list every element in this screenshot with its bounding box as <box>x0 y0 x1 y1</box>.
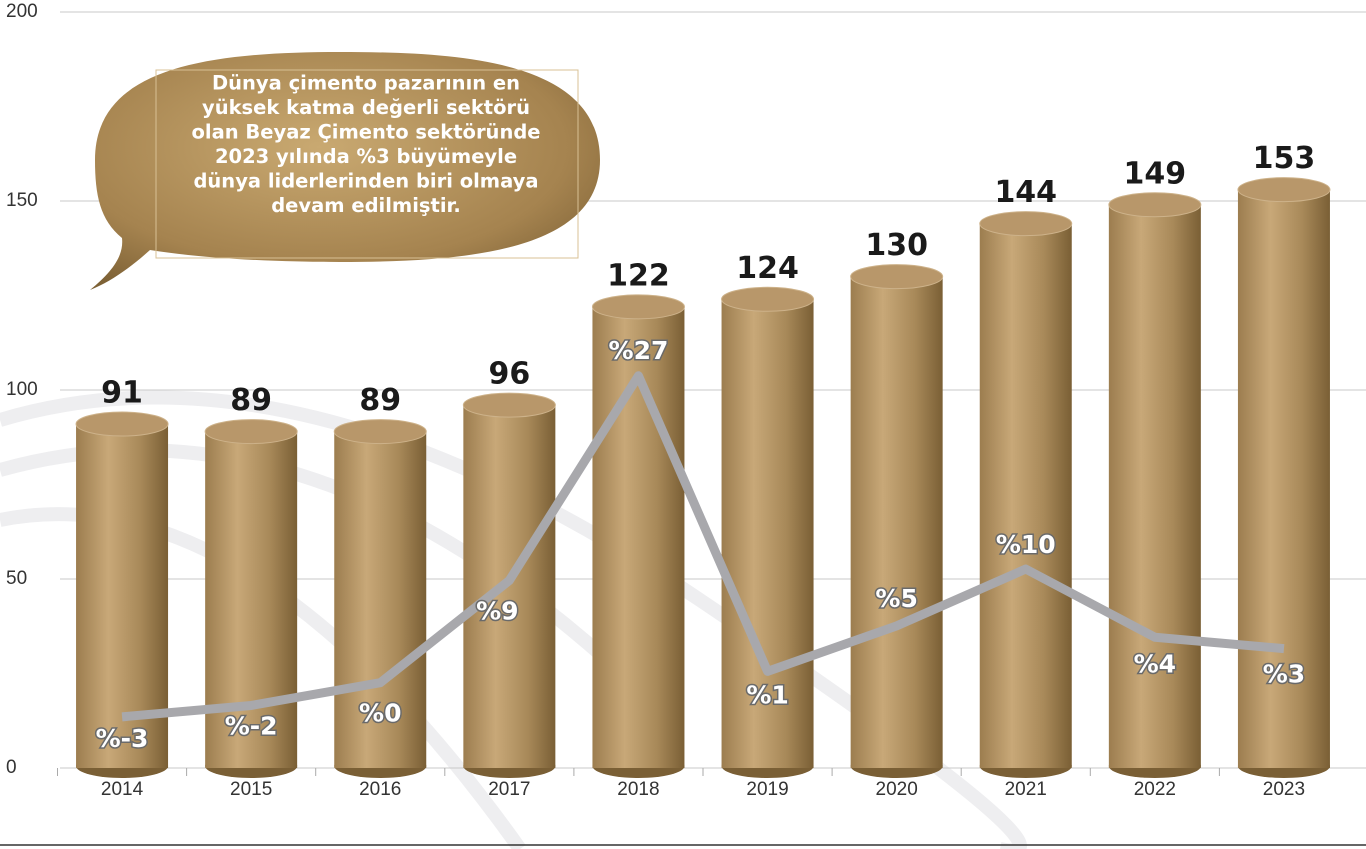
bar-value-label: 96 <box>488 357 530 392</box>
x-tick-label: 2018 <box>617 779 659 800</box>
annotation-line: olan Beyaz Çimento sektöründe <box>191 121 540 144</box>
y-tick-label: 50 <box>6 568 27 589</box>
bar <box>1108 204 1201 768</box>
bar-cap <box>850 264 944 290</box>
growth-label: %1 <box>746 680 788 709</box>
bar <box>334 431 427 768</box>
x-tick-label: 2022 <box>1134 779 1176 800</box>
annotation-line: 2023 yılında %3 büyümeyle <box>215 145 517 168</box>
bar-value-label: 89 <box>230 383 272 418</box>
growth-label: %9 <box>476 596 518 625</box>
growth-label: %3 <box>1263 660 1305 689</box>
x-tick-label: 2019 <box>746 779 788 800</box>
growth-label: %27 <box>609 336 669 365</box>
bar-value-label: 122 <box>607 258 670 293</box>
growth-line <box>121 371 1285 722</box>
x-tick-label: 2021 <box>1005 779 1047 800</box>
bubble-shape <box>90 52 600 290</box>
growth-label: %10 <box>996 530 1056 559</box>
annotation-line: Dünya çimento pazarının en <box>212 72 520 95</box>
bar-cap <box>979 211 1073 237</box>
bar-value-label: 144 <box>994 175 1057 210</box>
y-tick-label: 0 <box>6 757 17 778</box>
bar <box>721 299 814 768</box>
growth-label: %-3 <box>96 724 149 753</box>
annotation-line: yüksek katma değerli sektörü <box>202 96 530 119</box>
bubble-frame <box>155 69 579 259</box>
bar-cap <box>1108 192 1202 218</box>
bar <box>979 223 1072 768</box>
bar <box>850 276 943 768</box>
growth-label: %5 <box>875 584 917 613</box>
x-tick-label: 2023 <box>1263 779 1305 800</box>
bar-cap <box>75 411 169 437</box>
bar-value-label: 91 <box>101 376 143 411</box>
bar-value-label: 149 <box>1124 156 1187 191</box>
bar <box>1237 189 1330 768</box>
x-tick-label: 2020 <box>876 779 918 800</box>
x-tick-label: 2017 <box>488 779 530 800</box>
bar-value-label: 153 <box>1253 141 1316 176</box>
annotation-line: dünya liderlerinden biri olmaya <box>193 170 538 193</box>
bar-cap <box>591 294 685 320</box>
bar <box>463 405 556 768</box>
annotation-line: devam edilmiştir. <box>271 194 461 217</box>
bar-cap <box>1237 177 1331 203</box>
y-tick-label: 150 <box>6 190 38 211</box>
growth-label: %4 <box>1134 649 1176 678</box>
x-tick-label: 2016 <box>359 779 401 800</box>
y-tick-label: 200 <box>6 1 38 22</box>
bar-value-label: 130 <box>865 228 928 263</box>
y-tick-label: 100 <box>6 379 38 400</box>
bar-value-label: 124 <box>736 251 799 286</box>
growth-label: %-2 <box>225 711 278 740</box>
speech-bubble <box>90 52 600 290</box>
growth-label: %0 <box>359 699 401 728</box>
bar-value-label: 89 <box>359 383 401 418</box>
bar-cap <box>333 419 427 445</box>
x-tick-label: 2015 <box>230 779 272 800</box>
bar-cap <box>462 392 556 418</box>
bar-cap <box>204 419 298 445</box>
bar-cap <box>721 286 815 312</box>
x-tick-label: 2014 <box>101 779 144 800</box>
